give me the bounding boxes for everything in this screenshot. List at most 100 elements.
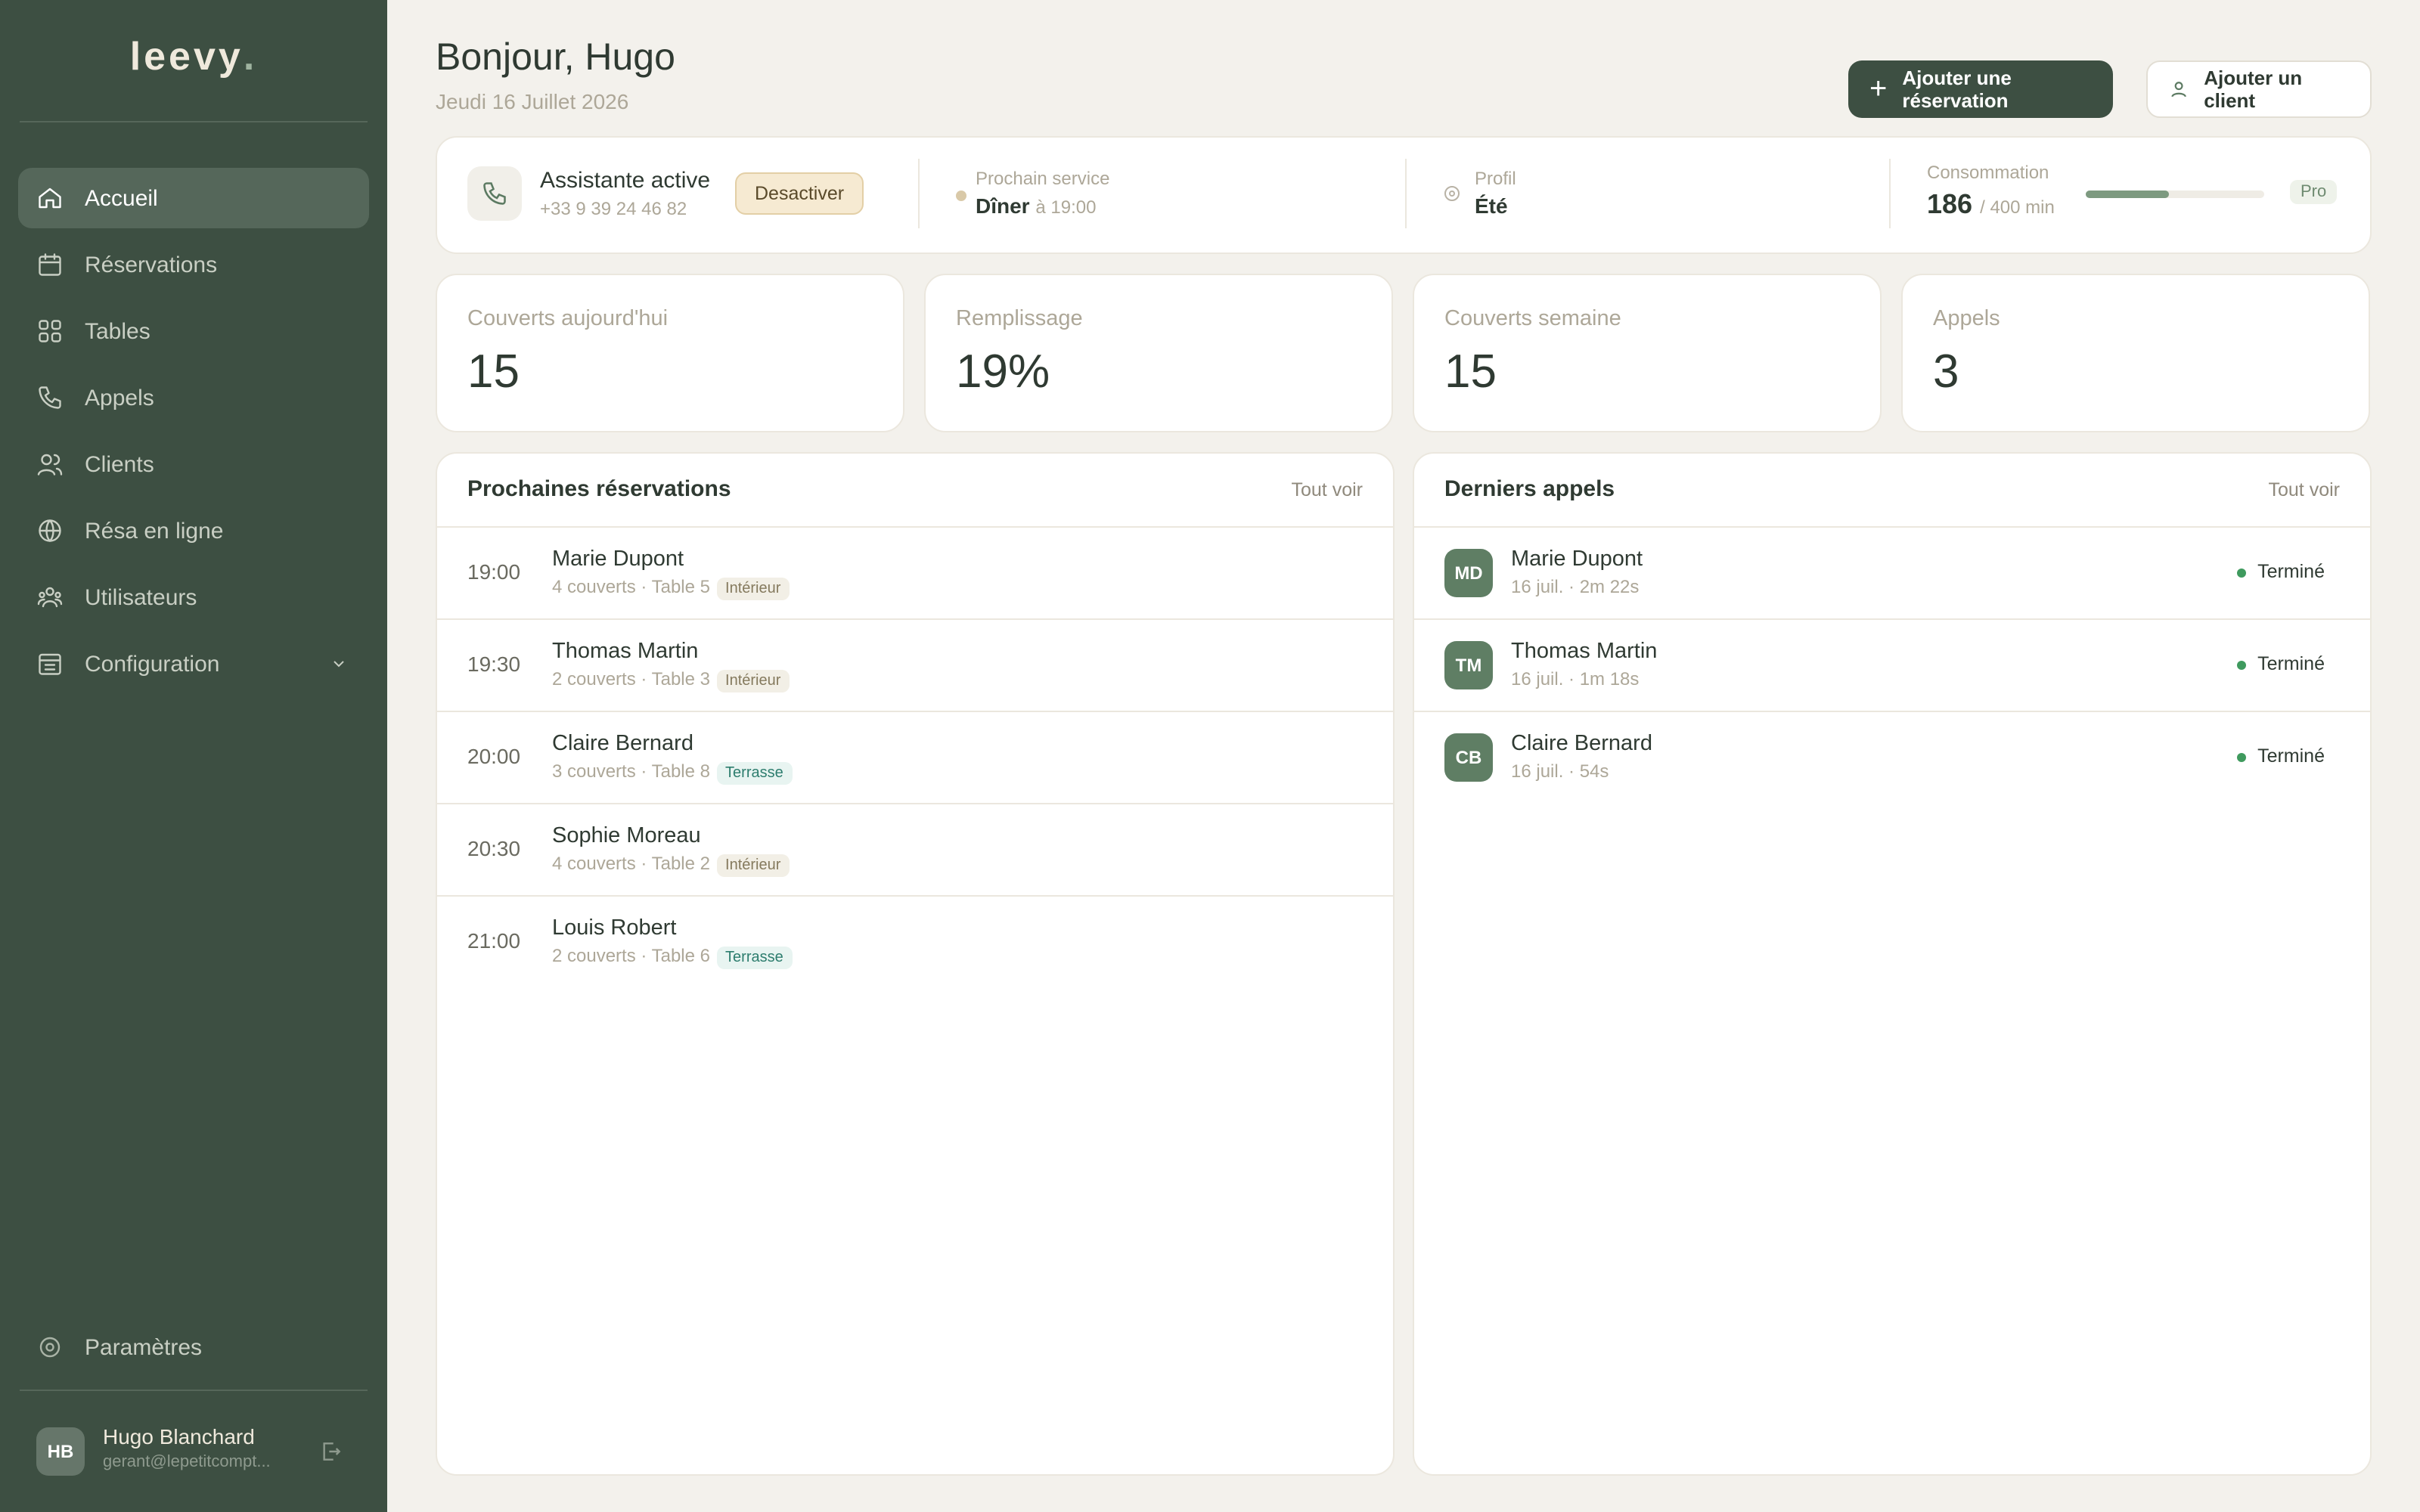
reservation-detail: 4 couverts · Table 5 Intérieur — [552, 576, 790, 600]
card-title: Derniers appels — [1444, 476, 1615, 502]
calls-card: Derniers appels Tout voir MD Marie Dupont 16… — [1413, 452, 2372, 1476]
divider — [20, 1390, 368, 1391]
consumption-used: 186 — [1927, 189, 1973, 219]
phone-number: +33 9 39 24 46 82 — [540, 198, 687, 219]
stat-label: Couverts semaine — [1444, 307, 1621, 331]
consumption-label: Consommation — [1927, 162, 2049, 183]
stat-label: Couverts aujourd'hui — [467, 307, 669, 331]
stat-value: 19% — [956, 345, 1050, 398]
detail-text: 3 couverts · Table 8 — [552, 761, 711, 782]
plan-badge: Pro — [2290, 180, 2338, 204]
stat-label: Appels — [1933, 307, 2000, 331]
call-row: CB Claire Bernard 16 juil. · 54s Terminé — [1414, 711, 2370, 804]
reservation-tag: Intérieur — [716, 578, 790, 600]
status-dot — [956, 191, 966, 201]
reservation-tag: Terrasse — [716, 762, 793, 785]
nav-item[interactable]: Résa en ligne — [18, 500, 369, 561]
reservation-name: Thomas Martin — [552, 640, 699, 664]
nav-label: Paramètres — [85, 1334, 203, 1360]
stat-label: Remplissage — [956, 307, 1083, 331]
reservation-detail: 4 couverts · Table 2 Intérieur — [552, 853, 790, 877]
reservation-row: 20:30 Sophie Moreau 4 couverts · Table 2 In… — [437, 803, 1393, 897]
reservation-row: 19:00 Marie Dupont 4 couverts · Table 5 Int… — [437, 526, 1393, 620]
card-title: Prochaines réservations — [467, 476, 731, 502]
status-dot — [2237, 661, 2246, 670]
stat-value: 15 — [1444, 345, 1497, 398]
button-label: Ajouter un client — [2204, 67, 2303, 112]
stat-card: Couverts aujourd'hui 15 — [436, 274, 904, 432]
call-status: Terminé — [2257, 561, 2325, 582]
detail-text: 2 couverts · Table 3 — [552, 668, 711, 689]
reservation-detail: 2 couverts · Table 6 Terrasse — [552, 945, 793, 969]
phone-icon — [467, 166, 522, 221]
nav-label: Résa en ligne — [85, 518, 224, 544]
call-avatar: TM — [1444, 641, 1493, 689]
progress-fill — [2086, 191, 2169, 198]
logout-icon[interactable] — [319, 1439, 343, 1464]
stat-card: Remplissage 19% — [924, 274, 1393, 432]
call-row: MD Marie Dupont 16 juil. · 2m 22s Terminé — [1414, 526, 2370, 620]
deactivate-button[interactable]: Desactiver — [735, 172, 864, 215]
brand: leevy. — [0, 33, 387, 80]
call-name: Claire Bernard — [1511, 732, 1652, 756]
next-label: Prochain service — [976, 168, 1110, 189]
brand-name: leevy — [129, 33, 244, 79]
call-detail: 16 juil. · 1m 18s — [1511, 668, 1640, 689]
reservation-name: Sophie Moreau — [552, 824, 701, 848]
reservation-name: Marie Dupont — [552, 547, 684, 572]
call-name: Marie Dupont — [1511, 547, 1643, 572]
nav-item[interactable]: Tables — [18, 301, 369, 361]
main: Bonjour, Hugo Jeudi 16 Juillet 2026 + Ajo… — [387, 0, 2420, 1512]
greeting: Bonjour, Hugo — [436, 36, 675, 79]
call-avatar: MD — [1444, 549, 1493, 597]
next-value: Dîner — [976, 194, 1030, 218]
stat-card: Couverts semaine 15 — [1413, 274, 1882, 432]
call-status: Terminé — [2257, 653, 2325, 674]
nav-item[interactable]: Clients — [18, 434, 369, 494]
date: Jeudi 16 Juillet 2026 — [436, 89, 629, 113]
profile-label: Profil — [1475, 168, 1516, 189]
add-client-button[interactable]: Ajouter un client — [2146, 60, 2372, 118]
see-all-link[interactable]: Tout voir — [1291, 479, 1364, 500]
nav-item[interactable]: Accueil — [18, 168, 369, 228]
user-email: gerant@lepetitcompt... — [103, 1453, 271, 1471]
consumption-limit: / 400 min — [1980, 197, 2055, 218]
reservation-tag: Intérieur — [716, 854, 790, 877]
nav-item[interactable]: Appels — [18, 367, 369, 428]
divider — [20, 121, 368, 122]
stat-card: Appels 3 — [1901, 274, 2370, 432]
status-dot — [2237, 753, 2246, 762]
reservation-time: 20:30 — [467, 836, 521, 860]
nav-settings[interactable]: Paramètres — [18, 1317, 369, 1377]
button-label: Ajouter une réservation — [1902, 67, 2012, 112]
status-card: Assistante active +33 9 39 24 46 82 Desa… — [436, 136, 2372, 254]
nav-label: Réservations — [85, 252, 218, 277]
detail-text: 4 couverts · Table 5 — [552, 576, 711, 597]
reservation-tag: Terrasse — [716, 947, 793, 969]
nav-item[interactable]: Réservations — [18, 234, 369, 295]
nav-label: Configuration — [85, 651, 220, 677]
call-status: Terminé — [2257, 745, 2325, 767]
call-detail: 16 juil. · 2m 22s — [1511, 576, 1640, 597]
reservation-name: Claire Bernard — [552, 732, 693, 756]
reservation-time: 19:30 — [467, 652, 521, 676]
call-detail: 16 juil. · 54s — [1511, 761, 1609, 782]
nav-item[interactable]: Configuration — [18, 634, 369, 694]
assistant-status: Assistante active — [540, 168, 711, 194]
brand-dot: . — [243, 33, 258, 79]
user-name: Hugo Blanchard — [103, 1424, 255, 1448]
reservation-detail: 2 couverts · Table 3 Intérieur — [552, 668, 790, 692]
next-time: à 19:00 — [1035, 197, 1097, 218]
progress-track — [2086, 191, 2264, 198]
add-reservation-button[interactable]: + Ajouter une réservation — [1848, 60, 2113, 118]
nav-item[interactable]: Utilisateurs — [18, 567, 369, 627]
nav-label: Appels — [85, 385, 154, 411]
nav-label: Tables — [85, 318, 150, 344]
see-all-link[interactable]: Tout voir — [2268, 479, 2341, 500]
reservation-row: 19:30 Thomas Martin 2 couverts · Table 3 In… — [437, 618, 1393, 712]
nav-label: Utilisateurs — [85, 584, 197, 610]
profile-value: Été — [1475, 194, 1508, 218]
stat-value: 3 — [1933, 345, 1959, 398]
call-name: Thomas Martin — [1511, 640, 1658, 664]
